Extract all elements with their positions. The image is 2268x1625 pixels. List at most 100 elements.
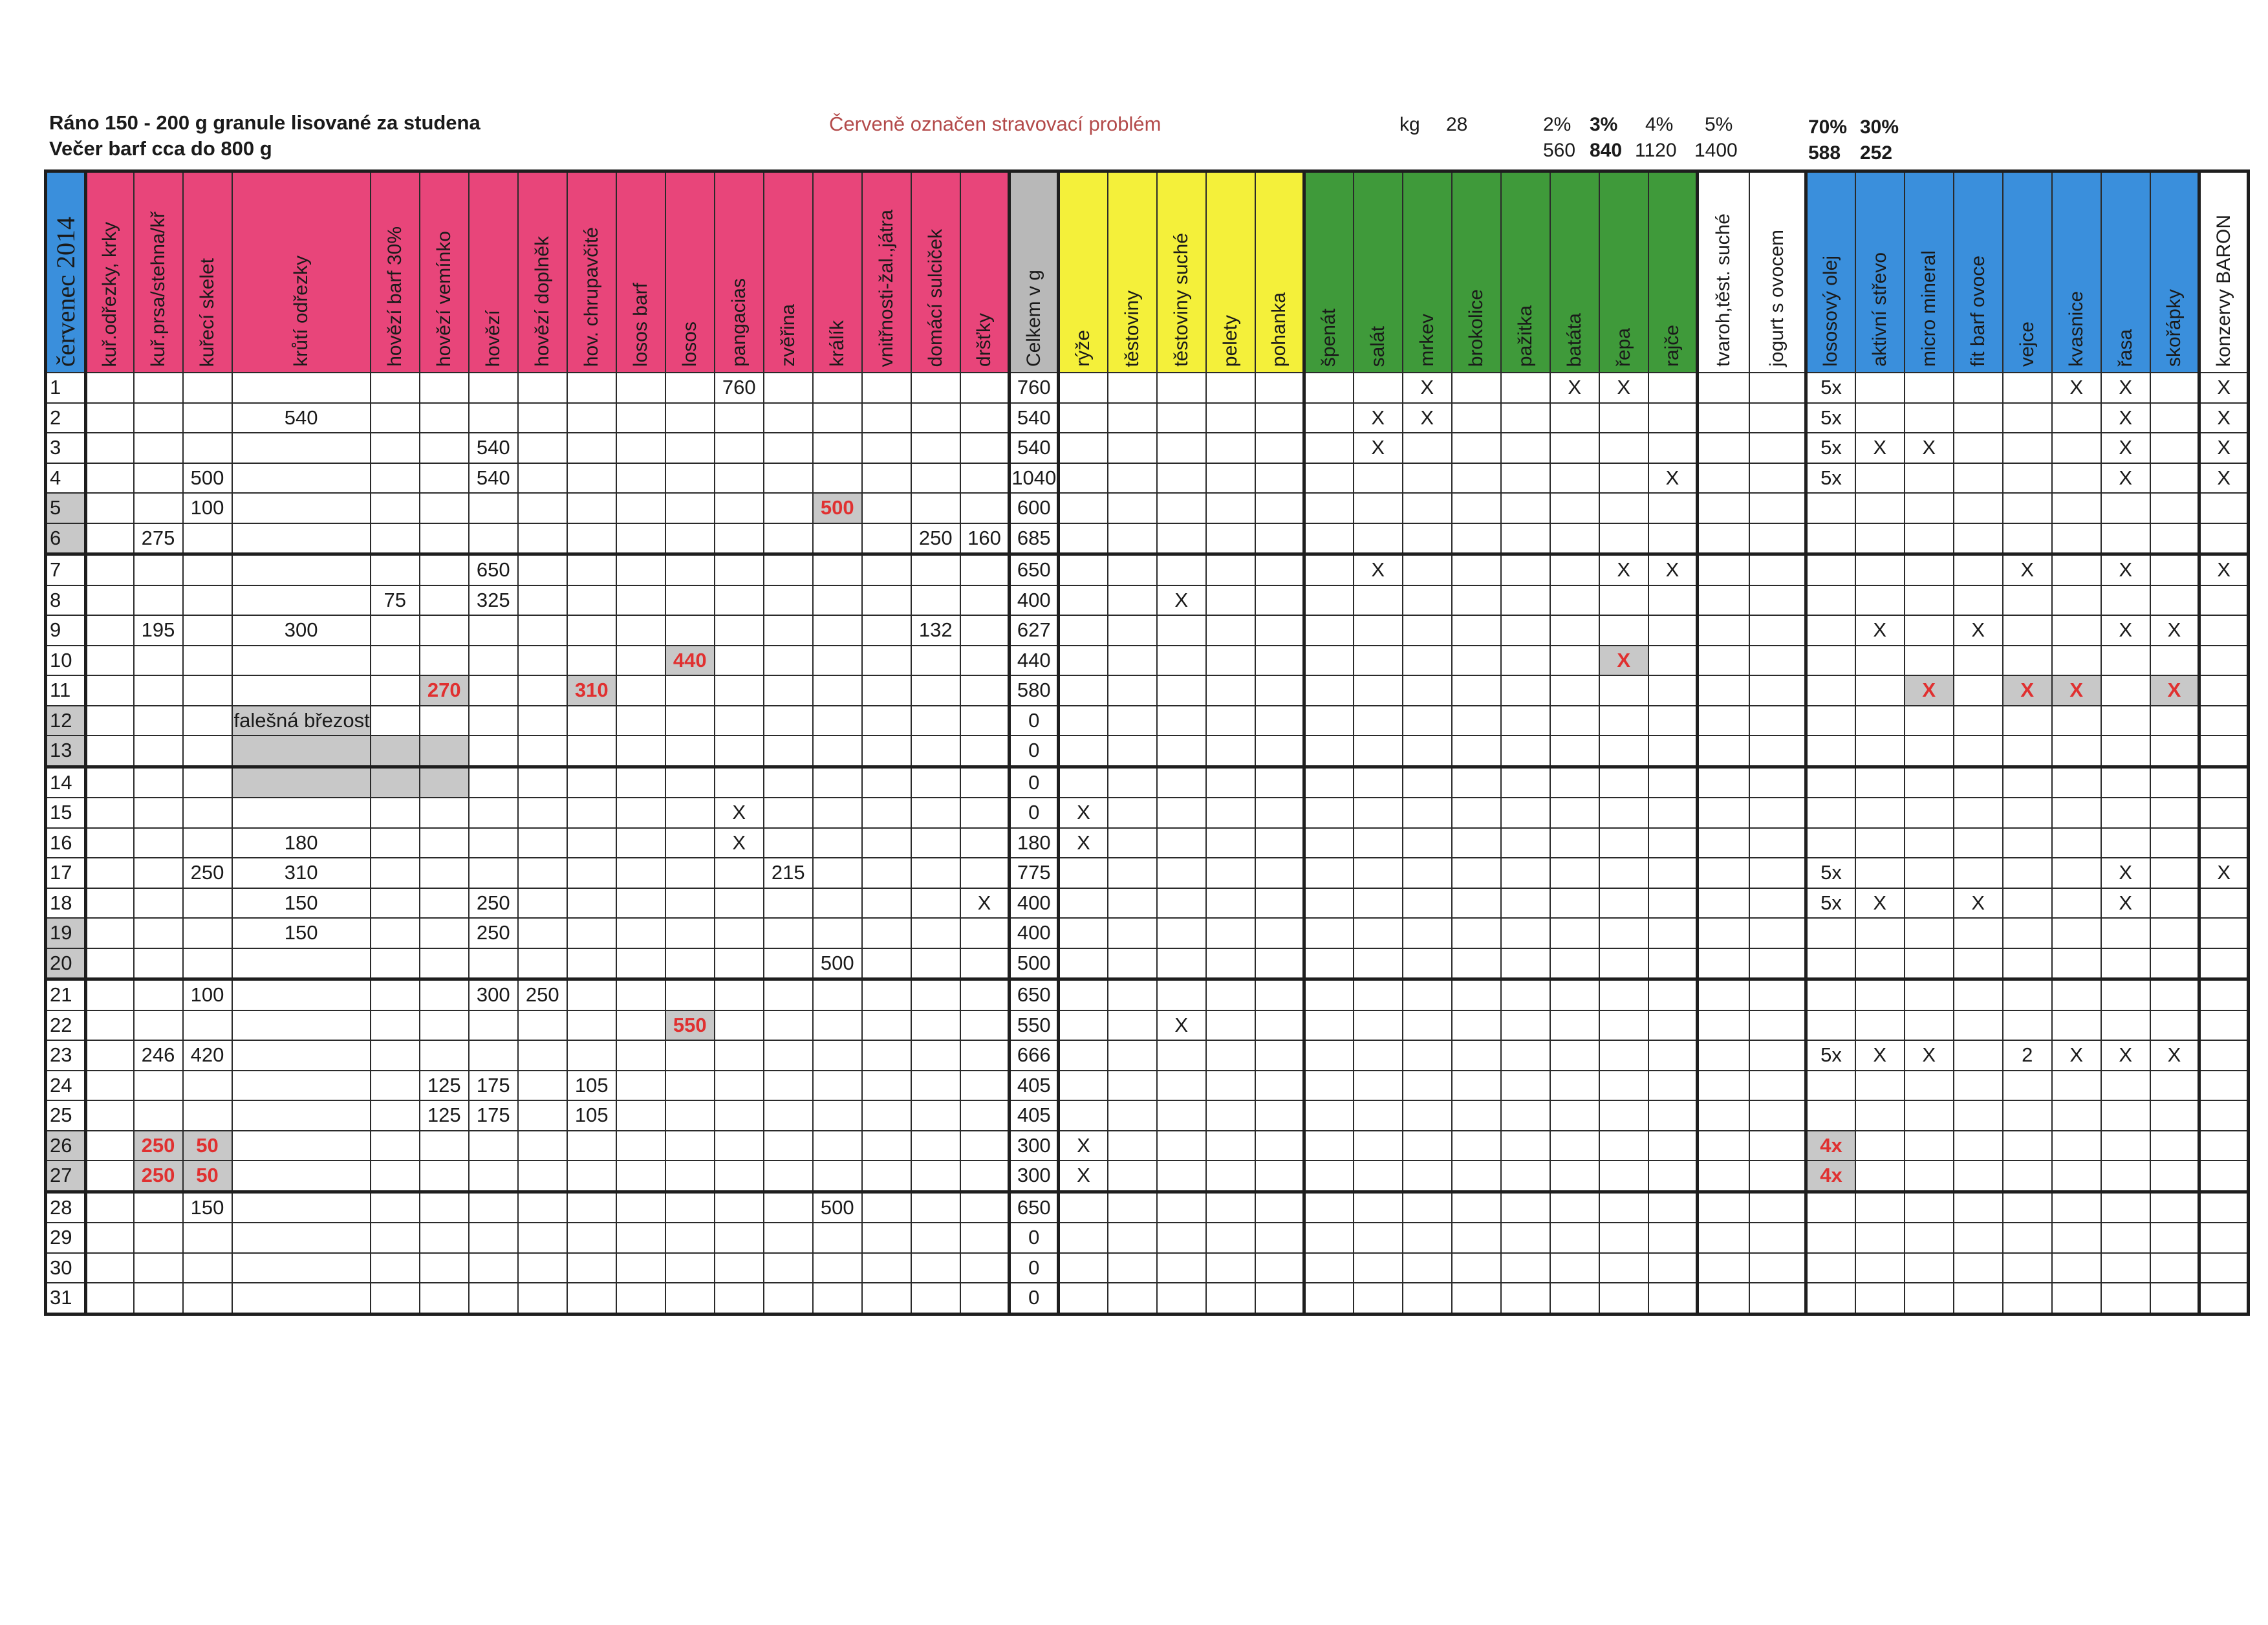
data-cell [1302, 462, 1354, 494]
data-cell [369, 462, 420, 494]
data-cell [1598, 735, 1649, 769]
data-cell [762, 1191, 814, 1223]
data-cell [1352, 1040, 1403, 1071]
data-cell [2198, 917, 2249, 949]
data-cell [2149, 644, 2200, 676]
data-cell: 50 [182, 1160, 233, 1194]
data-cell [133, 857, 184, 889]
column-label: mrkev [1416, 314, 1438, 367]
data-cell: 650 [468, 553, 519, 586]
data-cell [910, 797, 961, 829]
data-cell [1205, 1252, 1256, 1283]
data-cell [182, 372, 233, 404]
data-cell [861, 553, 912, 586]
data-cell: 650 [1008, 978, 1059, 1011]
column-header: mrkev [1401, 170, 1453, 373]
data-cell [2100, 1069, 2151, 1101]
day-cell: 7 [45, 553, 87, 586]
data-cell [2002, 917, 2053, 949]
data-cell [1804, 917, 1856, 949]
data-cell [1156, 644, 1207, 676]
data-cell: X [2198, 553, 2249, 586]
data-cell [1254, 462, 1305, 494]
data-cell [2051, 827, 2102, 858]
data-cell [1854, 1222, 1905, 1254]
data-cell [812, 735, 863, 769]
data-cell [2051, 1191, 2102, 1223]
data-cell [566, 1191, 617, 1223]
data-cell [959, 615, 1010, 646]
data-cell: 540 [468, 462, 519, 494]
data-cell [2002, 584, 2053, 616]
data-cell [1549, 1100, 1600, 1131]
data-cell [812, 766, 863, 798]
data-cell [2198, 1009, 2249, 1041]
data-cell [1748, 1160, 1807, 1194]
data-cell [1903, 1100, 1954, 1131]
data-cell [84, 522, 135, 556]
data-cell [1057, 615, 1108, 646]
data-cell [1302, 675, 1354, 706]
data-cell [812, 704, 863, 736]
data-cell [418, 1222, 470, 1254]
data-cell [2051, 522, 2102, 556]
data-cell [468, 1222, 519, 1254]
data-cell: X [1952, 615, 2003, 646]
column-header: pažitka [1500, 170, 1551, 373]
data-cell [664, 462, 715, 494]
data-cell: 0 [1008, 766, 1059, 798]
data-cell [566, 1252, 617, 1283]
day-cell: 30 [45, 1252, 87, 1283]
data-cell [2149, 462, 2200, 494]
data-cell [762, 1252, 814, 1283]
data-cell [1549, 917, 1600, 949]
data-cell [1205, 766, 1256, 798]
day-cell: 1 [45, 372, 87, 404]
data-cell [1952, 372, 2003, 404]
data-cell [1352, 887, 1403, 919]
data-cell [1598, 766, 1649, 798]
data-cell [1057, 553, 1108, 586]
data-cell [1302, 887, 1354, 919]
data-cell [1107, 704, 1158, 736]
data-cell [1952, 797, 2003, 829]
data-cell: X [1057, 1129, 1108, 1161]
data-cell [1952, 1129, 2003, 1161]
data-cell: X [1401, 372, 1453, 404]
data-cell [2002, 1069, 2053, 1101]
data-cell [1598, 704, 1649, 736]
table-row: 16 180 X 180 X [45, 827, 2249, 858]
data-cell [1254, 492, 1305, 524]
data-cell [861, 615, 912, 646]
data-cell [1057, 704, 1108, 736]
data-cell [959, 584, 1010, 616]
data-cell: 600 [1008, 492, 1059, 524]
data-cell [1451, 1191, 1502, 1223]
data-cell [517, 735, 568, 769]
data-cell [861, 584, 912, 616]
data-cell [1696, 735, 1750, 769]
data-cell [1500, 553, 1551, 586]
data-cell [2149, 1191, 2200, 1223]
data-cell [910, 947, 961, 981]
data-cell [468, 615, 519, 646]
data-cell [1804, 1282, 1856, 1314]
column-header: pangacias [713, 170, 764, 373]
data-cell [84, 1191, 135, 1223]
data-cell [1647, 857, 1698, 889]
data-cell [713, 1160, 764, 1194]
data-cell [2198, 887, 2249, 919]
data-cell [1748, 1129, 1807, 1161]
data-cell [2051, 797, 2102, 829]
data-cell [418, 644, 470, 676]
data-cell [1903, 1252, 1954, 1283]
data-cell [1302, 492, 1354, 524]
data-cell [762, 432, 814, 464]
data-cell [861, 1252, 912, 1283]
data-cell [1598, 1282, 1649, 1314]
data-cell [1748, 827, 1807, 858]
data-cell [1903, 522, 1954, 556]
data-cell [2149, 1222, 2200, 1254]
column-header: konzervy BARON [2198, 170, 2249, 373]
data-cell [713, 584, 764, 616]
